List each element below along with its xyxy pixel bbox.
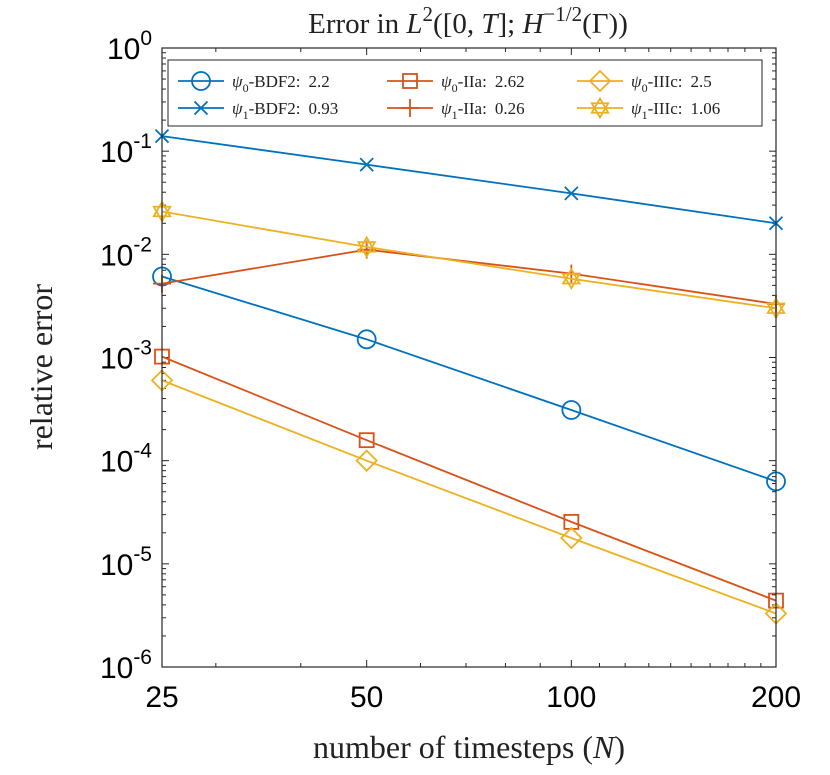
legend-marker-x	[193, 100, 209, 116]
legend-entry: ψ1-IIIc: 1.06	[577, 96, 720, 122]
series-5	[152, 200, 786, 320]
data-point-square	[358, 432, 375, 449]
y-axis-label: relative error	[23, 284, 59, 450]
series-1	[154, 128, 784, 231]
y-tick-label: 10-6	[100, 646, 152, 685]
legend-label: ψ0-BDF2: 2.2	[232, 72, 330, 95]
legend-label: ψ1-IIa: 0.26	[441, 99, 525, 122]
legend-entry: ψ1-IIa: 0.26	[387, 99, 525, 122]
data-point-x	[359, 157, 374, 172]
series-line	[161, 210, 777, 310]
y-tick-label: 10-2	[100, 233, 152, 272]
series-line	[161, 355, 777, 602]
data-point-hexagram-tri-b	[356, 241, 377, 259]
legend-marker-circle	[191, 71, 211, 91]
x-axis-label: number of timesteps (N)	[313, 729, 625, 765]
series-line	[161, 135, 777, 225]
y-tick-label: 10-3	[100, 337, 152, 376]
chart-title: Error in L2([0, T]; H−1/2(Γ))	[308, 2, 628, 40]
legend-label: ψ0-IIa: 2.62	[441, 72, 525, 95]
series-line	[161, 248, 777, 305]
data-point-hexagram	[356, 235, 377, 259]
y-tick-label: 10-1	[100, 130, 152, 169]
legend-box	[167, 59, 763, 127]
legend-entry: ψ0-IIIc: 2.5	[577, 69, 712, 95]
legend-marker-square	[402, 73, 418, 89]
data-point-hexagram	[561, 267, 582, 291]
data-point-circle	[561, 400, 582, 420]
legend-label: ψ0-IIIc: 2.5	[631, 72, 712, 95]
legend-marker-diamond	[588, 69, 612, 93]
y-tick-label: 10-4	[100, 440, 152, 479]
y-tick-label: 10-5	[100, 543, 152, 582]
legend-label: ψ1-IIIc: 1.06	[631, 99, 720, 122]
plot-area	[162, 48, 776, 667]
legend-marker-hexagram-tri-a	[590, 96, 610, 114]
x-tick-label: 100	[546, 681, 596, 714]
legend-marker-plus	[401, 99, 419, 117]
legend-marker-hexagram-tri-b	[590, 102, 610, 120]
legend-label: ψ1-BDF2: 0.93	[232, 99, 338, 122]
axis-ticks	[161, 47, 777, 668]
y-tick-labels: 100 10-1 10-2 10-3 10-4 10-5 10-6	[100, 27, 152, 685]
x-tick-labels: 25 50 100 200	[145, 681, 801, 714]
data-point-diamond	[560, 526, 583, 550]
y-tick-label: 100	[107, 27, 152, 66]
data-point-circle	[356, 329, 377, 350]
data-point-x	[564, 186, 579, 201]
x-tick-label: 25	[145, 681, 178, 714]
legend-entry: ψ1-BDF2: 0.93	[178, 99, 338, 122]
legend-marker-hexagram	[590, 96, 610, 120]
legend-entry: ψ0-IIa: 2.62	[387, 72, 525, 95]
data-point-hexagram-tri-b	[561, 273, 582, 291]
data-point-diamond	[355, 449, 378, 472]
legend-entry: ψ0-BDF2: 2.2	[178, 71, 330, 95]
data-point-hexagram-tri-a	[356, 235, 377, 253]
series-line	[161, 275, 777, 483]
x-tick-label: 200	[751, 681, 801, 714]
legend: ψ0-BDF2: 2.2 ψ0-IIa: 2.62 ψ0-IIIc: 2.5 ψ1-BDF2…	[167, 59, 763, 127]
data-point-hexagram-tri-a	[561, 267, 582, 285]
plot-frame	[161, 47, 777, 668]
series-line	[161, 379, 777, 615]
x-tick-label: 50	[350, 681, 383, 714]
